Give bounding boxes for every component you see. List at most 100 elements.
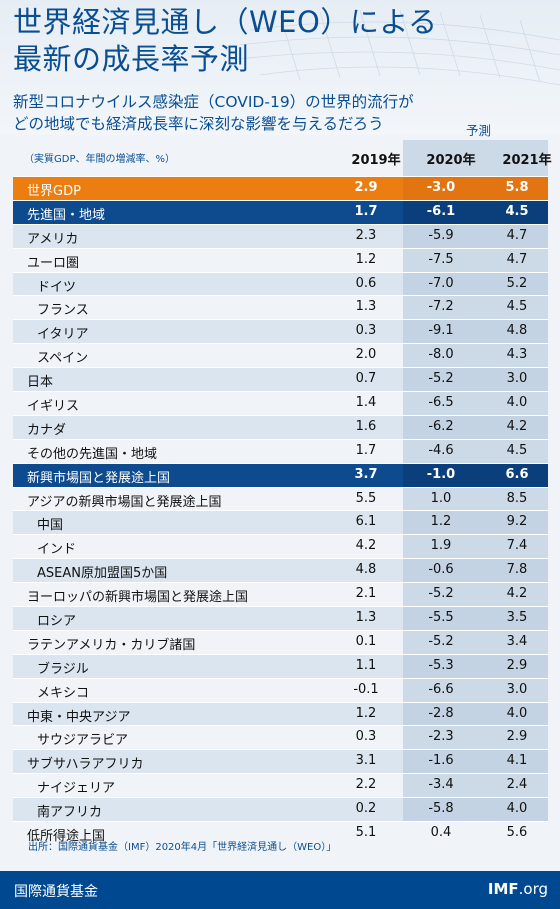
table-row: アジアの新興市場国と発展途上国 5.5 1.0 8.5 [13,486,548,511]
cell-2020: 1.2 [430,514,452,530]
table-row: イギリス 1.4 -6.5 4.0 [13,391,548,415]
forecast-label: 予測 [466,123,492,138]
cell-2020: -5.2 [428,586,454,602]
cell-2020: -1.0 [426,466,456,482]
row-label: 中国 [37,518,64,534]
cell-2021: 5.8 [505,180,529,195]
table-row: ナイジェリア 2.2 -3.4 2.4 [13,773,548,797]
cell-2020: -7.5 [428,251,454,267]
row-label: イギリス [27,399,80,415]
footer-site-link[interactable]: IMF.org [488,880,548,898]
cell-2019: 6.1 [355,514,377,530]
table-row: 南アフリカ 0.2 -5.8 4.0 [13,797,548,822]
table-row: 中国 6.1 1.2 9.2 [13,510,548,535]
forecast-cell-bg [403,177,548,200]
table-row: フランス 1.3 -7.2 4.5 [13,295,548,319]
cell-2021: 2.4 [506,777,528,793]
row-label: ドイツ [37,279,77,295]
table-row: 日本 0.7 -5.2 3.0 [13,367,548,392]
cell-2020: -6.6 [428,681,454,697]
cell-2021: 6.6 [505,466,529,482]
cell-2019: 0.3 [355,729,377,745]
cell-2019: 3.1 [355,753,377,769]
cell-2020: -8.0 [428,347,454,363]
row-label: ユーロ圏 [27,255,80,271]
page-title: 世界経済見通し（WEO）による 最新の成長率予測 [13,4,437,78]
cell-2019: -0.1 [353,681,379,697]
cell-2021: 4.8 [506,323,528,339]
cell-2020: -4.6 [428,442,454,458]
cell-2019: 2.3 [355,227,377,243]
cell-2021: 5.6 [506,825,528,841]
row-label: ブラジル [37,661,89,677]
cell-2019: 1.4 [355,395,377,411]
cell-2021: 4.0 [506,801,528,817]
column-header-2021: 2021年 [502,153,552,168]
table-row: サブサハラアフリカ 3.1 -1.6 4.1 [13,749,548,774]
row-label: ヨーロッパの新興市場国と発展途上国 [27,590,249,606]
cell-2020: -6.5 [428,395,454,411]
cell-2019: 1.2 [355,251,377,267]
cell-2020: 0.4 [430,825,452,841]
table-row: スペイン 2.0 -8.0 4.3 [13,343,548,367]
row-label: スペイン [37,351,89,367]
row-label: アジアの新興市場国と発展途上国 [27,494,222,510]
cell-2021: 3.0 [506,371,528,387]
cell-2020: -6.2 [428,418,454,434]
footer-bar: 国際通貨基金 IMF.org [0,871,560,909]
row-label: アメリカ [27,231,79,247]
cell-2021: 7.8 [506,562,528,578]
growth-table: 世界GDP 2.9 -3.0 5.8 先進国・地域 1.7 -6.1 4.5 アメリカ 2.3 -5… [13,176,548,845]
footer-site-tld: .org [518,880,548,898]
row-label: 新興市場国と発展途上国 [27,470,171,486]
cell-2020: -7.2 [428,299,454,315]
row-label: サブサハラアフリカ [27,757,144,773]
row-label: イタリア [37,327,89,343]
forecast-cell-bg [403,702,548,726]
cell-2019: 5.1 [355,825,377,841]
cell-2020: -5.2 [428,371,454,387]
cell-2019: 2.2 [355,777,377,793]
cell-2019: 0.6 [355,275,377,291]
cell-2021: 4.2 [506,418,528,434]
cell-2020: -2.8 [428,705,454,721]
column-header-2020: 2020年 [426,153,476,168]
row-label: 日本 [27,375,54,391]
table-row: ロシア 1.3 -5.5 3.5 [13,606,548,630]
table-row: ヨーロッパの新興市場国と発展途上国 2.1 -5.2 4.2 [13,582,548,606]
cell-2020: -5.9 [428,227,454,243]
forecast-cell-bg [403,368,548,392]
forecast-cell-bg [403,320,548,344]
cell-2021: 3.0 [506,681,528,697]
footer-org-name: 国際通貨基金 [14,884,98,900]
cell-2019: 0.3 [355,323,377,339]
column-header-2019: 2019年 [351,153,401,168]
forecast-cell-bg [403,798,548,822]
table-row: サウジアラビア 0.3 -2.3 2.9 [13,725,548,749]
title-line-2: 最新の成長率予測 [13,42,250,76]
cell-2021: 4.5 [506,299,528,315]
cell-2021: 4.1 [506,753,528,769]
cell-2021: 4.0 [506,705,528,721]
header-banner: 世界経済見通し（WEO）による 最新の成長率予測 新型コロナウイルス感染症（CO… [0,0,560,135]
cell-2021: 4.2 [506,586,528,602]
cell-2020: -3.4 [428,777,454,793]
cell-2021: 4.5 [506,442,528,458]
table-row: アメリカ 2.3 -5.9 4.7 [13,223,548,248]
forecast-cell-bg [403,559,548,583]
row-label: インド [37,542,77,558]
cell-2019: 0.2 [355,801,377,817]
cell-2021: 7.4 [506,538,528,554]
row-label: 低所得途上国 [27,829,106,845]
cell-2019: 1.2 [355,705,377,721]
cell-2019: 4.2 [355,538,377,554]
cell-2021: 5.2 [506,275,528,291]
row-label: ラテンアメリカ・カリブ諸国 [27,637,196,653]
page-subtitle: 新型コロナウイルス感染症（COVID-19）の世界的流行が どの地域でも経済成長… [13,91,414,135]
row-label: ロシア [37,614,77,630]
forecast-cell-bg [403,511,548,535]
forecast-cell-bg [403,654,548,678]
cell-2020: -5.8 [428,801,454,817]
forecast-cell-bg [403,224,548,248]
table-row: 低所得途上国 5.1 0.4 5.6 [13,821,548,845]
